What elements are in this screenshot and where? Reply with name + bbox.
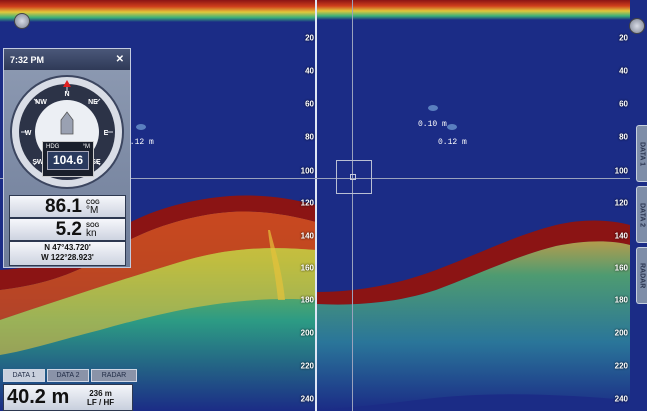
tab-data2[interactable]: DATA 2 (47, 369, 89, 382)
close-icon[interactable]: ✕ (115, 54, 124, 65)
svg-text:W: W (25, 130, 32, 137)
cursor-vertical-line (352, 0, 353, 411)
position-field[interactable]: N 47°43.720' W 122°28.923' (9, 241, 126, 266)
svg-text:NW: NW (35, 99, 47, 106)
target-depth-label: 0.12 m (125, 138, 154, 147)
target-depth-label: 0.10 m (418, 120, 447, 129)
target-depth-label: 0.12 m (438, 138, 467, 147)
depth-scale-left: 20 40 60 80 100 120 140 160 180 200 220 … (300, 33, 314, 404)
depth-readout[interactable]: 40.2 m 236 m LF / HF (3, 384, 133, 411)
heading-value: 104.6 (47, 151, 89, 170)
depth-scale-right: 20 40 60 80 100 120 140 160 180 200 220 … (614, 33, 628, 404)
bottom-tabs: DATA 1 DATA 2 RADAR (3, 369, 137, 382)
cursor-center (350, 174, 356, 180)
svg-text:SW: SW (32, 159, 44, 166)
sog-field[interactable]: 5.2 SOG kn (9, 218, 126, 241)
cursor-box[interactable] (336, 160, 372, 194)
menu-knob-icon[interactable] (14, 13, 30, 29)
clock-time: 7:32 PM (10, 54, 45, 65)
tab-data1[interactable]: DATA 1 (3, 369, 45, 382)
sonar-display-right[interactable] (316, 0, 630, 411)
split-divider[interactable] (315, 0, 317, 411)
tab-radar[interactable]: RADAR (91, 369, 137, 382)
panel-header: 7:32 PM ✕ (4, 49, 130, 70)
svg-text:SE: SE (91, 159, 101, 166)
svg-text:E: E (104, 130, 109, 137)
heading-readout: HDG °M 104.6 (42, 141, 94, 177)
side-tab-data1[interactable]: DATA 1 (636, 125, 647, 182)
frequency-mode: LF / HF (87, 397, 115, 407)
depth-value: 40.2 m (7, 386, 70, 408)
cog-field[interactable]: 86.1 COG °M (9, 195, 126, 218)
side-tab-data2[interactable]: DATA 2 (636, 186, 647, 243)
depth-range: 236 m (89, 388, 112, 398)
menu-knob-icon[interactable] (629, 18, 645, 34)
side-tabs: DATA 1 DATA 2 RADAR (636, 125, 647, 308)
cursor-horizontal-line (0, 178, 630, 179)
svg-text:NE: NE (88, 99, 98, 106)
data-panel: 7:32 PM ✕ N NE E SE S SW W NW HDG°M 104.… (3, 48, 131, 268)
side-tab-radar[interactable]: RADAR (636, 247, 647, 304)
svg-text:N: N (64, 91, 69, 98)
